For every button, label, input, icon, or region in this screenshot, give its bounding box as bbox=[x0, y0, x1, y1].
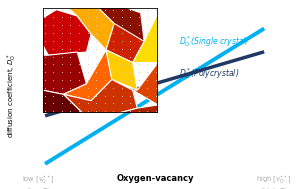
Text: $D^*_\mathrm{O}$(Single crystal): $D^*_\mathrm{O}$(Single crystal) bbox=[179, 34, 250, 49]
Text: (low $T$): (low $T$) bbox=[26, 186, 50, 189]
Text: (high $T$): (high $T$) bbox=[260, 186, 287, 189]
Text: concentration, [$\mathbf{v^{\bullet\bullet}_O}$]: concentration, [$\mathbf{v^{\bullet\bull… bbox=[109, 187, 202, 189]
Text: Oxygen-vacancy: Oxygen-vacancy bbox=[117, 174, 195, 183]
Text: Isothermal tracer
diffusion coefficient, $D^*_\mathrm{O}$: Isothermal tracer diffusion coefficient,… bbox=[0, 53, 19, 138]
Text: $D^*_\mathrm{O}$(Polycrystal): $D^*_\mathrm{O}$(Polycrystal) bbox=[179, 66, 240, 81]
Text: low [$v^{\bullet\bullet}_\mathrm{O}$]: low [$v^{\bullet\bullet}_\mathrm{O}$] bbox=[22, 174, 54, 186]
Text: high [$v^{\bullet\bullet}_\mathrm{O}$]: high [$v^{\bullet\bullet}_\mathrm{O}$] bbox=[256, 174, 291, 186]
